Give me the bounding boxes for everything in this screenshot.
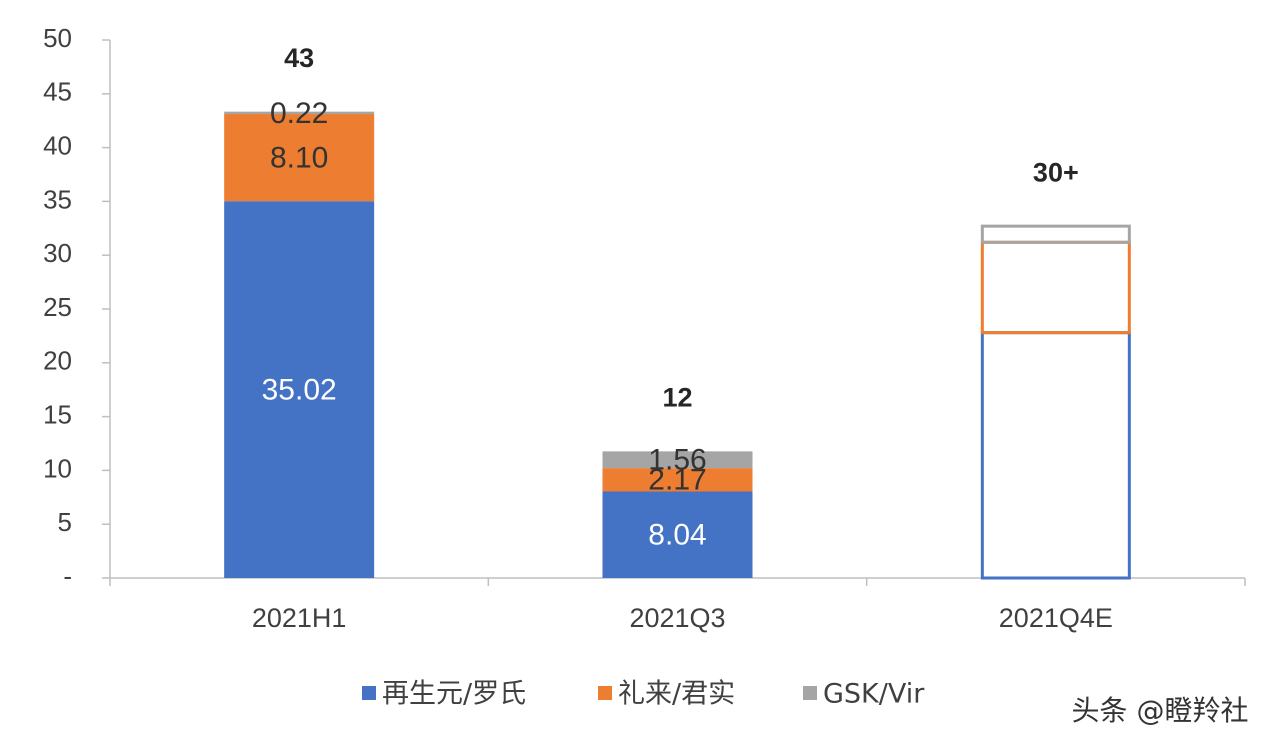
value-label: 8.04: [648, 519, 706, 552]
legend-swatch: [362, 686, 376, 700]
legend-label: GSK/Vir: [823, 679, 925, 710]
bar-segment: [980, 224, 1131, 244]
legend-swatch: [803, 686, 817, 700]
legend-swatch: [598, 686, 612, 700]
y-tick-label: 25: [43, 292, 72, 322]
y-tick-label: -: [63, 561, 72, 591]
y-tick-label: 50: [43, 23, 72, 53]
value-label: 0.22: [270, 97, 328, 130]
x-tick-label: 2021H1: [252, 603, 347, 633]
y-tick-label: 15: [43, 399, 72, 429]
total-label: 12: [662, 382, 692, 412]
legend-label: 礼来/君实: [618, 679, 735, 710]
bar-segment: [602, 451, 753, 469]
bar-segment: [980, 240, 1131, 335]
y-tick-label: 10: [43, 453, 72, 483]
y-tick-label: 5: [58, 507, 72, 537]
y-tick-label: 40: [43, 130, 72, 160]
bar-segment: [224, 111, 375, 115]
bar-segment: [224, 201, 375, 578]
y-tick-label: 45: [43, 77, 72, 107]
total-label: 30+: [1033, 157, 1079, 187]
x-tick-label: 2021Q3: [629, 603, 725, 633]
legend-label: 再生元/罗氏: [382, 679, 526, 710]
value-label: 2.17: [648, 464, 706, 497]
bar-segment: [980, 331, 1131, 580]
value-label: 8.10: [270, 142, 328, 175]
bar-segment: [602, 468, 753, 492]
watermark: 头条 @瞪羚社: [1072, 694, 1249, 727]
y-tick-label: 20: [43, 346, 72, 376]
value-label: 1.56: [648, 444, 706, 477]
bar-segment: [224, 114, 375, 202]
value-label: 35.02: [262, 374, 337, 407]
total-label: 43: [284, 43, 314, 73]
y-tick-label: 35: [43, 184, 72, 214]
x-tick-label: 2021Q4E: [999, 603, 1113, 633]
y-tick-label: 30: [43, 238, 72, 268]
bar-segment: [602, 491, 753, 578]
